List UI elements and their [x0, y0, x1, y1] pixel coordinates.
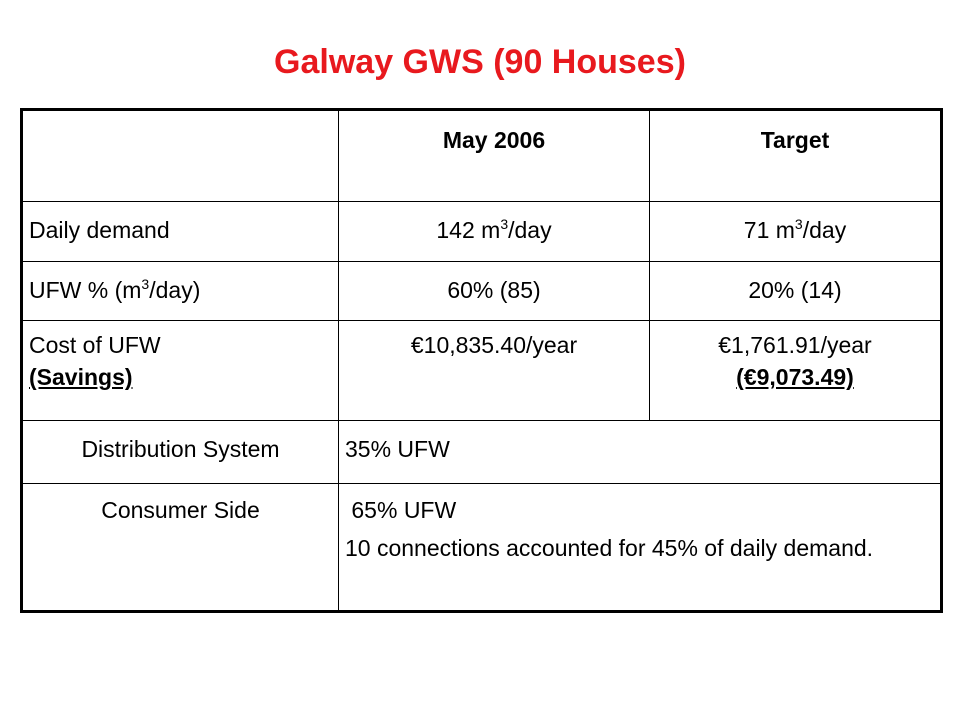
cost-label: Cost of UFW: [29, 332, 161, 358]
ufw-percent-label-pre: UFW % (m: [29, 277, 142, 303]
cost-label-cell: Cost of UFW (Savings): [21, 320, 339, 421]
header-target: Target: [649, 109, 942, 202]
table-row-consumer-side: Consumer Side 65% UFW 10 connections acco…: [21, 483, 942, 612]
distribution-label: Distribution System: [21, 420, 339, 484]
consumer-description: 10 connections accounted for 45% of dail…: [345, 535, 874, 561]
table-row-cost-of-ufw: Cost of UFW (Savings) €10,835.40/year €1,…: [21, 320, 942, 421]
cost-target-cell: €1,761.91/year (€9,073.49): [649, 320, 942, 421]
ufw-percent-label-superscript: 3: [141, 276, 150, 292]
ufw-percent-may: 60% (85): [338, 261, 650, 321]
daily-demand-may-value: 142 m: [436, 217, 501, 243]
daily-demand-target-unit: /day: [802, 217, 847, 243]
daily-demand-may-unit: /day: [508, 217, 552, 243]
table-row-distribution-system: Distribution System 35% UFW: [21, 420, 942, 484]
table-header-row: May 2006 Target: [21, 109, 942, 202]
daily-demand-target-value: 71 m: [743, 217, 795, 243]
cost-target: €1,761.91/year: [718, 332, 872, 358]
ufw-percent-target: 20% (14): [649, 261, 942, 321]
table-row-daily-demand: Daily demand 142 m3/day 71 m3/day: [21, 201, 942, 262]
ufw-percent-label: UFW % (m3/day): [21, 261, 339, 321]
distribution-value: 35% UFW: [338, 420, 942, 484]
daily-demand-target: 71 m3/day: [649, 201, 942, 262]
ufw-percent-label-post: /day): [149, 277, 201, 303]
cost-may: €10,835.40/year: [338, 320, 650, 421]
cost-target-savings: (€9,073.49): [736, 364, 854, 390]
consumer-label: Consumer Side: [21, 483, 339, 612]
daily-demand-label: Daily demand: [21, 201, 339, 262]
daily-demand-target-superscript: 3: [794, 216, 803, 232]
table-row-ufw-percent: UFW % (m3/day) 60% (85) 20% (14): [21, 261, 942, 321]
consumer-cell: 65% UFW 10 connections accounted for 45% …: [338, 483, 942, 612]
page-title: Galway GWS (90 Houses): [274, 43, 686, 81]
cost-savings-label: (Savings): [29, 364, 133, 390]
header-may-2006: May 2006: [338, 109, 650, 202]
daily-demand-may-superscript: 3: [500, 216, 509, 232]
daily-demand-may: 142 m3/day: [338, 201, 650, 262]
ufw-comparison-table: May 2006 Target Daily demand 142 m3/day …: [20, 108, 943, 613]
header-blank-cell: [21, 109, 339, 202]
consumer-value: 65% UFW: [345, 497, 457, 523]
